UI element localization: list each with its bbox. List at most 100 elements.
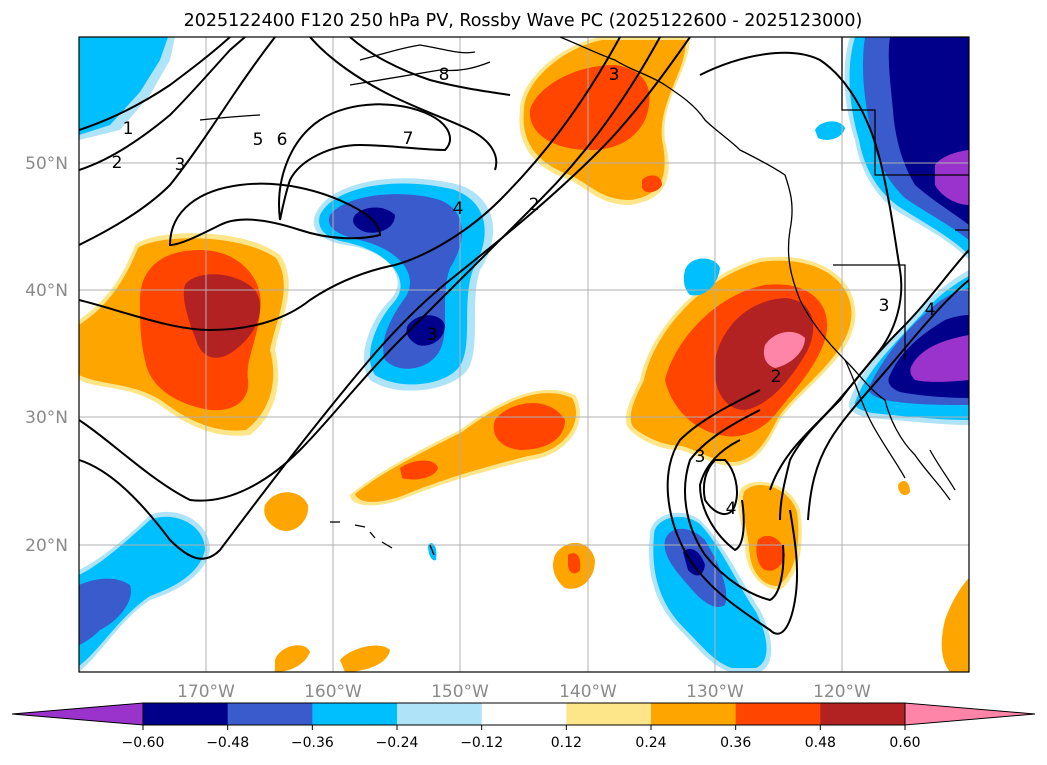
lon-label: 140°W [559,682,617,702]
contour-label: 4 [925,300,936,320]
colorbar-tick-label: 0.48 [805,735,836,751]
map-title: 2025122400 F120 250 hPa PV, Rossby Wave … [184,11,863,31]
pc-contours [79,37,969,635]
anomaly-nw-blue [79,37,168,135]
lon-label: 160°W [304,682,362,702]
coastline-north-america [559,37,951,501]
colorbar-tick-label: −0.36 [291,735,334,751]
colorbar-segment [481,703,567,725]
anomaly-band-red [493,403,565,450]
contour-label: 1 [123,119,134,139]
anomaly-subblue-dark [683,548,705,576]
contour-labels: 1 2 3 5 6 7 8 4 2 3 3 2 3 4 3 4 [112,65,936,519]
contour-line [278,103,451,221]
anomaly-ne-purple [935,150,969,205]
colorbar-tick-label: −0.60 [122,735,165,751]
contour-label: 5 [253,130,264,150]
coastline-aleutian [349,61,491,86]
anomaly-small-b-core [568,553,581,574]
contour-label: 3 [695,447,706,467]
anomaly-sw-mid [79,578,131,645]
anomaly-band-red2 [400,460,438,480]
contour-label: 3 [427,325,438,345]
coastline-islet [429,544,435,556]
colorbar-segment [566,703,652,725]
lon-labels: 170°W 160°W 150°W 140°W 130°W 120°W [177,682,871,702]
contour-loop-south [698,439,745,552]
coastline-aleutian-west [199,114,261,121]
coastlines [199,37,969,556]
contour-line [79,37,276,246]
contour-label: 8 [439,65,450,85]
lat-label: 40°N [25,281,68,301]
colorbar-tick-label: 0.36 [720,735,751,751]
contour-label: 3 [175,155,186,175]
contour-label: 2 [771,367,782,387]
colorbar-tick-label: −0.24 [376,735,419,751]
colorbar-frame [142,702,906,726]
contour-label: 2 [529,195,540,215]
colorbar-segment [735,703,821,725]
border-canada-us [841,37,969,176]
colorbar-segment [820,703,906,725]
colorbar-ticks: −0.60 −0.48 −0.36 −0.24 −0.12 0.12 0.24 0.36 0.4… [122,725,921,751]
coastline-alaska [359,44,476,61]
gridlines [79,37,969,672]
anomaly-small-c [275,645,310,672]
coastline-baja [844,359,906,479]
anomaly-sw-blue [79,516,205,666]
contour-line [309,37,498,171]
contour-label: 7 [403,129,414,149]
anomaly-coast-pink [763,331,805,368]
coastline-mainland-mexico [929,449,956,491]
contour-label: 4 [726,499,737,519]
lon-label: 170°W [177,682,235,702]
anomaly-se-warm [941,578,969,672]
lat-labels: 50°N 40°N 30°N 20°N [25,154,68,556]
contour-line [349,37,511,96]
border-states [833,264,906,360]
contour-arc [807,279,969,521]
anomaly-west-dark [183,274,261,358]
colorbar-tick-label: 0.60 [889,735,920,751]
contour-loop [168,182,382,247]
colorbar-tick-label: −0.12 [460,735,503,751]
contour-line [79,37,621,332]
coastline-hawaii [330,521,393,549]
colorbar-extend-high [904,702,1036,726]
anomaly-tiny-blue [683,258,720,296]
contour-loop-south [666,389,799,635]
contour-line [79,37,661,502]
lon-label: 150°W [431,682,489,702]
contour-line [79,37,691,560]
anomaly-se-purple [910,335,969,382]
lat-label: 20°N [25,536,68,556]
pv-anomaly-fill [79,37,969,672]
anomaly-tiny-orange [898,480,910,496]
anomaly-small-a [264,492,309,531]
colorbar-tick-label: 0.12 [551,735,582,751]
lon-label: 120°W [813,682,871,702]
contour-label: 3 [879,296,890,316]
colorbar-segment [227,703,313,725]
contour-label: 3 [609,65,620,85]
contour-label: 6 [277,130,288,150]
map-panel: 1 2 3 5 6 7 8 4 2 3 3 2 3 4 3 4 [78,36,970,673]
colorbar-segment [143,703,229,725]
contour-label: 4 [453,199,464,219]
contour-label: 2 [112,153,123,173]
colorbar-tick-label: −0.48 [206,735,249,751]
colorbar-segment [651,703,737,725]
lat-label: 50°N [25,154,68,174]
contour-line [79,37,246,171]
lat-label: 30°N [25,408,68,428]
colorbar-segment [397,703,483,725]
anomaly-coast-dark [714,298,814,410]
colorbar-segment [312,703,398,725]
colorbar-extend-low [11,702,144,726]
anomaly-north-red2 [642,175,662,193]
contour-line [79,37,231,131]
contour-loop-south [684,409,785,602]
anomaly-ne-blob [815,121,845,140]
